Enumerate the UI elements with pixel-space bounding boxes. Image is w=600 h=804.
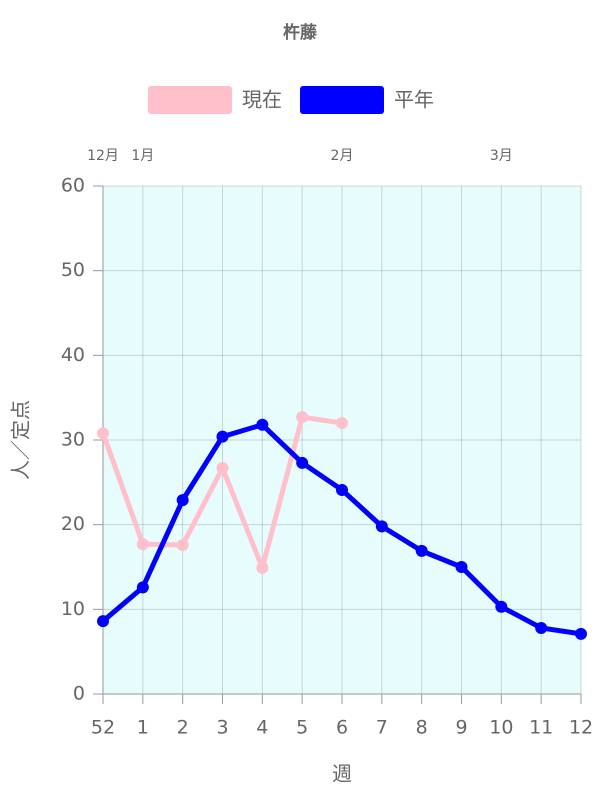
- top-tick-label: 3月: [490, 148, 513, 164]
- point: [296, 411, 309, 424]
- legend-swatch: [148, 86, 232, 114]
- x-tick-label: 3: [216, 717, 228, 739]
- x-tick-label: 11: [529, 717, 553, 739]
- point: [136, 581, 149, 594]
- x-tick-label: 9: [455, 717, 467, 739]
- x-tick-label: 5: [296, 717, 308, 739]
- point: [336, 483, 348, 496]
- y-tick-label: 60: [61, 175, 85, 197]
- point: [296, 456, 309, 469]
- x-tick-label: 12: [569, 717, 593, 739]
- y-tick-label: 50: [61, 259, 85, 281]
- x-tick-label: 2: [177, 717, 189, 739]
- point: [97, 427, 109, 440]
- x-tick-label: 8: [416, 717, 428, 739]
- x-tick-label: 10: [489, 717, 513, 739]
- x-axis-label: 週: [332, 762, 352, 786]
- point: [336, 417, 348, 430]
- point: [216, 461, 229, 474]
- x-tick-label: 4: [256, 717, 268, 739]
- x-tick-label: 52: [91, 717, 115, 739]
- point: [535, 621, 548, 634]
- point: [455, 561, 468, 573]
- y-tick-label: 20: [61, 513, 85, 535]
- top-tick-label: 2月: [331, 148, 354, 164]
- point: [256, 418, 269, 431]
- y-tick-label: 10: [61, 598, 85, 620]
- legend-swatch: [300, 86, 384, 114]
- point: [136, 538, 149, 551]
- y-tick-label: 40: [61, 344, 85, 366]
- legend-label: 平年: [394, 88, 434, 112]
- top-tick-label: 12月: [87, 148, 119, 164]
- x-tick-label: 6: [336, 717, 348, 739]
- y-tick-label: 0: [73, 683, 85, 705]
- y-axis-label: 人／定点: [9, 400, 33, 480]
- point: [216, 430, 229, 443]
- point: [97, 615, 109, 628]
- point: [575, 627, 587, 640]
- x-tick-label: 7: [376, 717, 388, 739]
- point: [176, 494, 189, 507]
- point: [256, 561, 269, 574]
- point: [495, 600, 508, 613]
- point: [415, 544, 428, 557]
- point: [176, 538, 189, 551]
- x-tick-label: 1: [137, 717, 149, 739]
- chart-title: 杵藤: [283, 22, 318, 43]
- top-tick-label: 1月: [131, 148, 154, 164]
- point: [375, 520, 388, 533]
- legend-label: 現在: [242, 88, 282, 112]
- y-tick-label: 30: [61, 429, 85, 451]
